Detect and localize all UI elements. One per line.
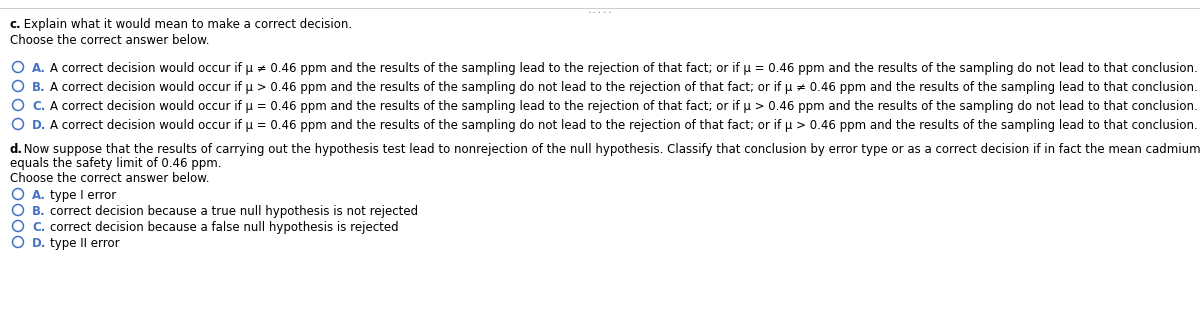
- Text: B.: B.: [32, 205, 46, 218]
- Text: type II error: type II error: [50, 237, 120, 250]
- Text: A correct decision would occur if μ > 0.46 ppm and the results of the sampling d: A correct decision would occur if μ > 0.…: [50, 81, 1198, 94]
- Text: C.: C.: [32, 100, 46, 113]
- Text: Choose the correct answer below.: Choose the correct answer below.: [10, 34, 210, 47]
- Text: D.: D.: [32, 237, 47, 250]
- Text: Explain what it would mean to make a correct decision.: Explain what it would mean to make a cor…: [20, 18, 352, 31]
- Text: A correct decision would occur if μ ≠ 0.46 ppm and the results of the sampling l: A correct decision would occur if μ ≠ 0.…: [50, 62, 1198, 75]
- Text: A correct decision would occur if μ = 0.46 ppm and the results of the sampling d: A correct decision would occur if μ = 0.…: [50, 119, 1198, 132]
- Text: A.: A.: [32, 189, 46, 202]
- Text: c.: c.: [10, 18, 22, 31]
- Text: A correct decision would occur if μ = 0.46 ppm and the results of the sampling l: A correct decision would occur if μ = 0.…: [50, 100, 1198, 113]
- Text: B.: B.: [32, 81, 46, 94]
- Text: C.: C.: [32, 221, 46, 234]
- Text: correct decision because a false null hypothesis is rejected: correct decision because a false null hy…: [50, 221, 398, 234]
- Text: equals the safety limit of 0.46 ppm.: equals the safety limit of 0.46 ppm.: [10, 157, 222, 170]
- Text: D.: D.: [32, 119, 47, 132]
- Text: type I error: type I error: [50, 189, 116, 202]
- Text: .....: .....: [587, 6, 613, 15]
- Text: d.: d.: [10, 143, 23, 156]
- Text: correct decision because a true null hypothesis is not rejected: correct decision because a true null hyp…: [50, 205, 418, 218]
- Text: A.: A.: [32, 62, 46, 75]
- Text: Now suppose that the results of carrying out the hypothesis test lead to nonreje: Now suppose that the results of carrying…: [20, 143, 1200, 156]
- Text: Choose the correct answer below.: Choose the correct answer below.: [10, 172, 210, 185]
